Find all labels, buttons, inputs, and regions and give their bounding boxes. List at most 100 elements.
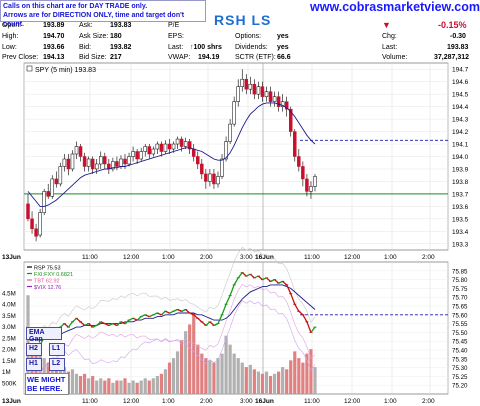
candle-body: [204, 173, 208, 182]
volume-bar: [264, 371, 269, 394]
rsp-segment: [88, 323, 94, 328]
rsp-x-tick-label: 12:00: [123, 398, 140, 405]
candle-body: [276, 96, 281, 107]
rsp-x-tick-label: 11:00: [82, 398, 98, 405]
high-value: 194.70: [43, 33, 65, 40]
candle-body: [167, 143, 172, 150]
volume-bar: [313, 367, 317, 394]
last-trade-label: Last:: [168, 44, 184, 51]
rsp-x-tick-label: 3:00: [240, 398, 253, 405]
rsp-segment: [266, 277, 271, 282]
price-x-tick-label: 3:00: [240, 254, 253, 261]
price-y-tick-label: 194.5: [452, 92, 469, 99]
volume-bar: [220, 353, 224, 394]
candle-body: [131, 151, 135, 157]
h2-box: H2: [26, 343, 42, 356]
price-x-tick-label: 2:00: [200, 254, 213, 261]
prev-close-value: 194.13: [43, 54, 65, 61]
volume-bar: [87, 378, 91, 394]
volume-bar: [301, 362, 305, 394]
website-banner[interactable]: www.cobrasmarketview.com: [292, 0, 480, 15]
volume-bar: [115, 380, 119, 394]
volume-bar: [248, 364, 252, 394]
volume-bar: [268, 376, 273, 394]
rsp-segment: [76, 317, 81, 323]
candle-body: [236, 86, 240, 102]
rsp-segment: [72, 317, 77, 323]
pe-label: P/E: [168, 22, 180, 29]
volume-bar: [200, 353, 204, 394]
rsp-segment: [298, 310, 304, 316]
candle-body: [70, 153, 75, 170]
up-arrow-icon: ↑: [190, 44, 194, 51]
price-x-tick-label: 2:00: [422, 254, 435, 261]
volume-bar: [224, 335, 228, 394]
volume-tick-label: 4.0M: [2, 302, 16, 309]
candle-body: [54, 178, 59, 185]
volume-bar: [256, 371, 261, 394]
rsp-segment: [80, 321, 86, 326]
open-value: 193.89: [43, 22, 65, 29]
volume-bar: [155, 376, 159, 394]
candle-body: [42, 191, 46, 213]
candle-body: [301, 166, 305, 180]
candle-body: [240, 78, 244, 87]
volume-bar: [252, 369, 256, 394]
rsp-ma-line: [27, 284, 316, 340]
volume-tick-label: 1M: [2, 369, 11, 376]
rsp-legend-entry: $VIX 12.76: [34, 285, 61, 291]
last-price-value: 193.83: [447, 44, 469, 51]
volume-bar: [277, 371, 281, 394]
bid-value: 193.82: [110, 44, 132, 51]
candle-body: [30, 218, 34, 230]
price-y-tick-label: 193.3: [452, 241, 469, 248]
candle-body: [58, 166, 63, 185]
rsp-segment: [302, 314, 308, 323]
rsp-x-tick-label: 11:00: [304, 398, 320, 405]
volume-bar: [159, 373, 163, 394]
price-y-tick-label: 194.3: [452, 117, 469, 124]
ema-gap-box: EMA Gap: [26, 327, 62, 343]
rsp-segment: [221, 304, 227, 316]
ask-size-value: 180: [110, 33, 122, 40]
volume-bar: [151, 378, 155, 394]
volume-value: 37,287,312: [434, 54, 470, 61]
price-x-tick-label: 11:00: [304, 254, 320, 261]
volume-bar: [99, 378, 103, 394]
rsp-x-tick-label: 1:00: [384, 398, 397, 405]
quote-panel: Open: 193.89 High: 194.70 Low: 193.66 Pr…: [0, 0, 480, 62]
might-be-here-note: WE MIGHT BE HERE.: [25, 373, 69, 395]
vwap-label: VWAP:: [168, 54, 191, 61]
volume-bar: [74, 373, 79, 394]
candle-body: [208, 173, 212, 182]
rsp-segment: [59, 323, 65, 328]
rsp-y-tick-label: 75.25: [452, 374, 468, 381]
volume-tick-label: 1.5M: [2, 358, 16, 365]
rsp-segment: [63, 323, 69, 328]
candle-body: [280, 101, 285, 107]
rsp-segment: [237, 272, 243, 279]
candle-body: [272, 96, 277, 102]
candle-body: [175, 138, 180, 145]
rsp-segment: [282, 280, 288, 286]
candle-body: [212, 173, 216, 185]
candle-body: [228, 123, 232, 142]
rsp-x-tick-label: 2:00: [422, 398, 435, 405]
price-panel: 194.7 194.6 194.5 194.4 194.3 194.2 194.1 194.0…: [2, 62, 469, 261]
candle-body: [103, 156, 107, 165]
note-line-1: Calls on this chart are for DAY TRADE on…: [3, 3, 148, 10]
down-triangle-icon: ▼: [382, 20, 391, 30]
disclaimer-note: Calls on this chart are for DAY TRADE on…: [0, 0, 206, 28]
candle-body: [244, 78, 249, 90]
rsp-legend-entry: RSP 75.53: [34, 266, 61, 272]
might-be-line-2: BE HERE.: [27, 384, 63, 393]
candle-body: [86, 158, 91, 167]
bid-label: Bid:: [79, 44, 92, 51]
last-price-label: Last:: [382, 44, 398, 51]
price-y-tick-label: 194.0: [452, 154, 469, 161]
candle-body: [147, 146, 152, 155]
rsp-y-tick-label: 75.20: [452, 383, 468, 390]
candle-body: [268, 91, 273, 102]
volume-bar: [70, 369, 75, 394]
rsp-legend-entry: FXI:FXY 0.6821: [34, 272, 73, 278]
